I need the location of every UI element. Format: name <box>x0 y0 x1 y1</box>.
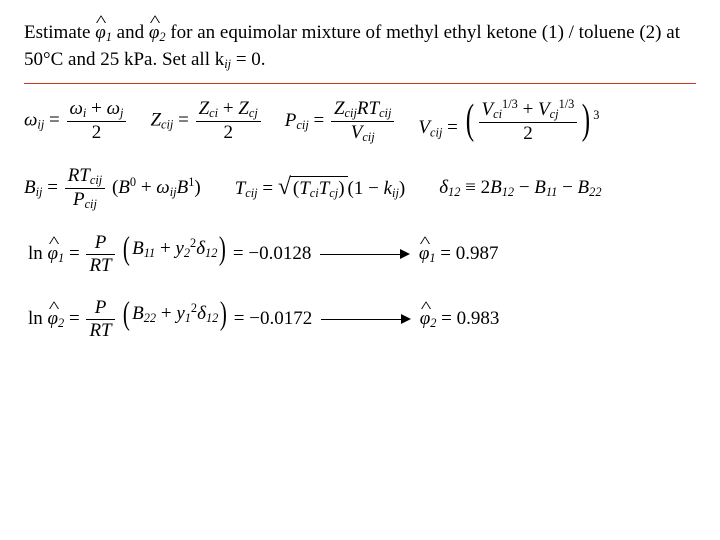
phi1-hat: φ <box>95 20 106 47</box>
arrow-icon <box>320 249 410 260</box>
problem-tail: = 0. <box>231 49 265 70</box>
eq-pc-ij: Pcij = ZcijRTcij Vcij <box>285 99 397 144</box>
eq-bij: Bij = RTcij Pcij (B0 + ωijB1) <box>24 166 201 211</box>
equation-row-4: ln φ2 = P RT (B22 + y12δ12) = −0.0172 φ2… <box>24 298 696 341</box>
eq-lnphi2: ln φ2 = P RT (B22 + y12δ12) = −0.0172 φ2… <box>28 298 499 341</box>
phi1-hat-eq: φ <box>48 243 59 265</box>
problem-statement: Estimate φ1 and φ2 for an equimolar mixt… <box>24 20 696 73</box>
phi1-sub: 1 <box>106 30 112 44</box>
eq-omega-ij: ωij = ωi + ωj 2 <box>24 99 128 143</box>
lnphi2-value: = −0.0172 <box>229 308 312 329</box>
equation-row-1: ωij = ωi + ωj 2 Zcij = Zci + Zcj 2 Pcij … <box>24 98 696 144</box>
phi2-hat-eq: φ <box>48 308 59 330</box>
phi2-result: = 0.983 <box>436 308 499 329</box>
eq-tcij: Tcij = √(TciTcj)(1 − kij) <box>235 176 406 201</box>
eq-lnphi1: ln φ1 = P RT (B11 + y22δ12) = −0.0128 φ1… <box>28 233 498 276</box>
problem-mid: and <box>117 22 149 43</box>
arrow-icon <box>321 314 411 325</box>
phi2-result-hat: φ <box>420 308 431 330</box>
equation-row-3: ln φ1 = P RT (B11 + y22δ12) = −0.0128 φ1… <box>24 233 696 276</box>
problem-pre: Estimate <box>24 22 95 43</box>
lnphi1-value: = −0.0128 <box>228 243 311 264</box>
eq-zc-ij: Zcij = Zci + Zcj 2 <box>150 99 262 143</box>
equation-row-2: Bij = RTcij Pcij (B0 + ωijB1) Tcij = √(T… <box>24 166 696 211</box>
eq-delta12: δ12 ≡ 2B12 − B11 − B22 <box>439 177 601 200</box>
phi2-sub: 2 <box>159 30 165 44</box>
phi2-hat: φ <box>149 20 160 47</box>
phi1-result: = 0.987 <box>436 243 499 264</box>
phi1-result-hat: φ <box>419 243 430 265</box>
eq-vc-ij: Vcij = ( Vci1/3 + Vcj1/3 2 ) 3 <box>418 98 599 144</box>
divider-rule <box>24 83 696 84</box>
